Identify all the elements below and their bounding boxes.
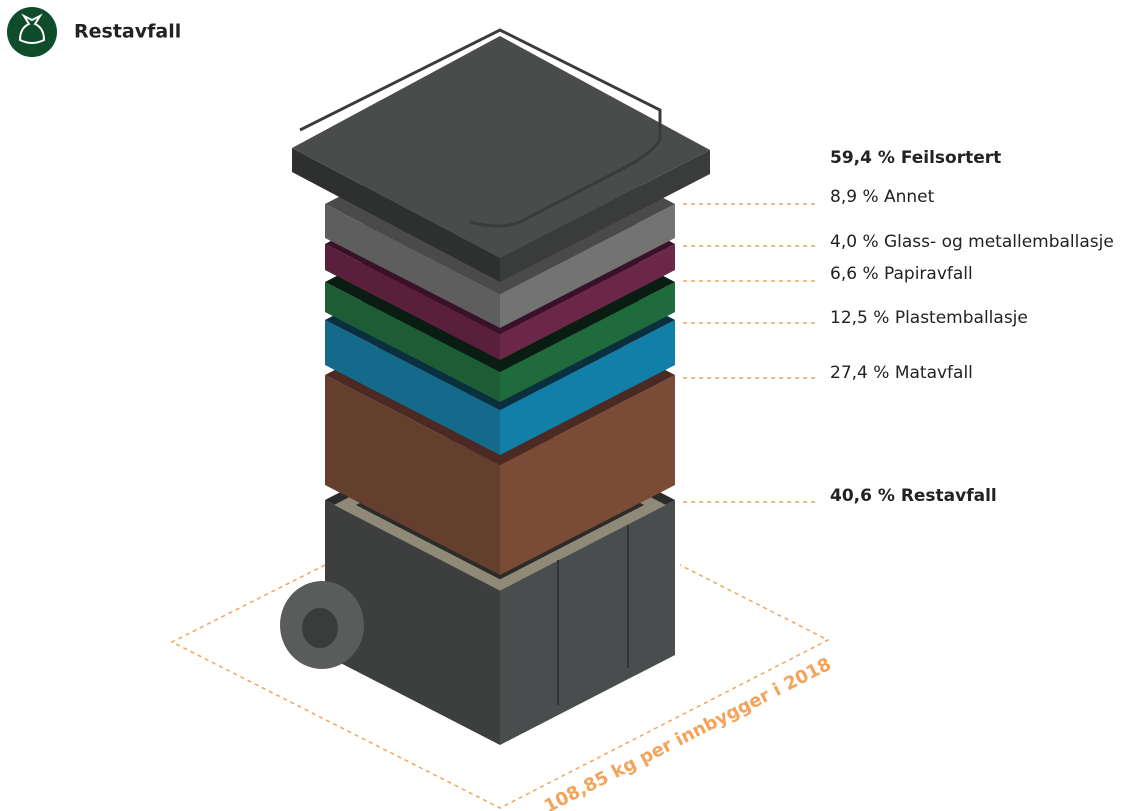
footprint-outline xyxy=(170,564,830,809)
fraction-label: 6,6 % Papiravfall xyxy=(830,264,973,284)
header-icon xyxy=(7,7,57,57)
header-title: Restavfall xyxy=(74,21,181,43)
bin-lid xyxy=(292,36,710,258)
fraction-label: 27,4 % Matavfall xyxy=(830,363,973,383)
leader-lines xyxy=(683,203,815,503)
bin-body xyxy=(325,500,500,745)
bin-illustration xyxy=(280,28,710,745)
bin-lid-edge xyxy=(299,28,662,228)
layer-matavfall xyxy=(325,320,500,455)
layer-papir xyxy=(325,244,500,360)
restavfall-heading: 40,6 % Restavfall xyxy=(830,486,997,506)
layer-restavfall xyxy=(325,375,500,575)
layer-plast xyxy=(325,282,500,402)
bin-lid xyxy=(292,148,500,282)
feilsortert-heading: 59,4 % Feilsortert xyxy=(830,148,1001,168)
fraction-label: 4,0 % Glass- og metallemballasje xyxy=(830,232,1114,252)
layer-matavfall xyxy=(500,320,675,455)
wheel xyxy=(302,608,338,648)
layer-plast xyxy=(500,282,675,402)
layer-papir xyxy=(500,244,675,360)
bin-body xyxy=(500,500,675,745)
fraction-label: 12,5 % Plastemballasje xyxy=(830,308,1028,328)
fraction-label: 8,9 % Annet xyxy=(830,187,935,207)
layer-glass xyxy=(500,204,675,328)
layer-restavfall xyxy=(500,375,675,575)
bin-lid xyxy=(500,150,710,282)
layer-glass xyxy=(325,204,500,328)
